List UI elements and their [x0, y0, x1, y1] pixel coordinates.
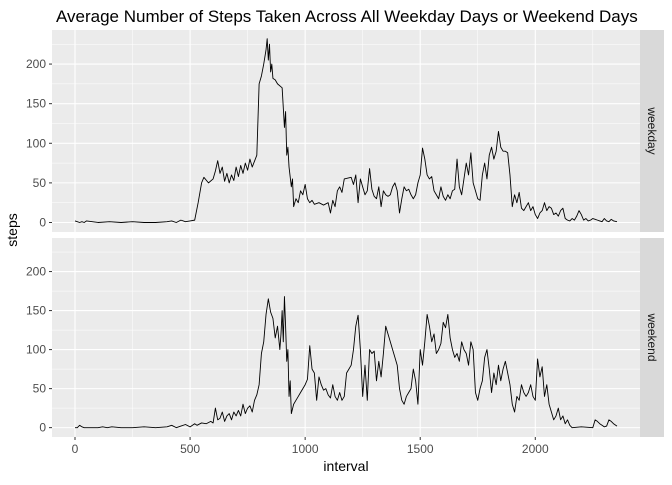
facet-label-weekday: weekday [645, 106, 659, 154]
x-tick-label: 0 [72, 442, 79, 456]
y-tick-label: 100 [26, 343, 46, 357]
x-tick-label: 500 [180, 442, 200, 456]
panel-weekday: 0 50 100 150 200 weekday [26, 30, 664, 232]
series-line-weekday [74, 38, 618, 223]
y-tick-label: 0 [39, 215, 46, 229]
panel-background [52, 30, 640, 232]
panel-weekend: 0 50 100 150 200 weekend [26, 238, 664, 437]
facet-strip [640, 238, 664, 437]
y-tick-label: 200 [26, 265, 46, 279]
y-tick-label: 150 [26, 304, 46, 318]
y-tick-label: 50 [33, 176, 47, 190]
y-tick-label: 50 [33, 382, 47, 396]
y-tick-label: 100 [26, 136, 46, 150]
y-axis-label: steps [4, 213, 20, 246]
y-tick-label: 0 [39, 421, 46, 435]
series-line-weekend [75, 296, 618, 429]
x-tick-label: 2000 [522, 442, 549, 456]
x-axis-label: interval [323, 458, 368, 474]
y-tick-label: 150 [26, 97, 46, 111]
x-axis: 0 500 1000 1500 2000 [72, 437, 549, 456]
facet-strip [640, 30, 664, 232]
chart-title: Average Number of Steps Taken Across All… [56, 7, 638, 26]
facet-label-weekend: weekend [645, 312, 659, 361]
y-tick-label: 200 [26, 57, 46, 71]
panel-background [52, 238, 640, 437]
x-tick-label: 1500 [407, 442, 434, 456]
x-tick-label: 1000 [292, 442, 319, 456]
